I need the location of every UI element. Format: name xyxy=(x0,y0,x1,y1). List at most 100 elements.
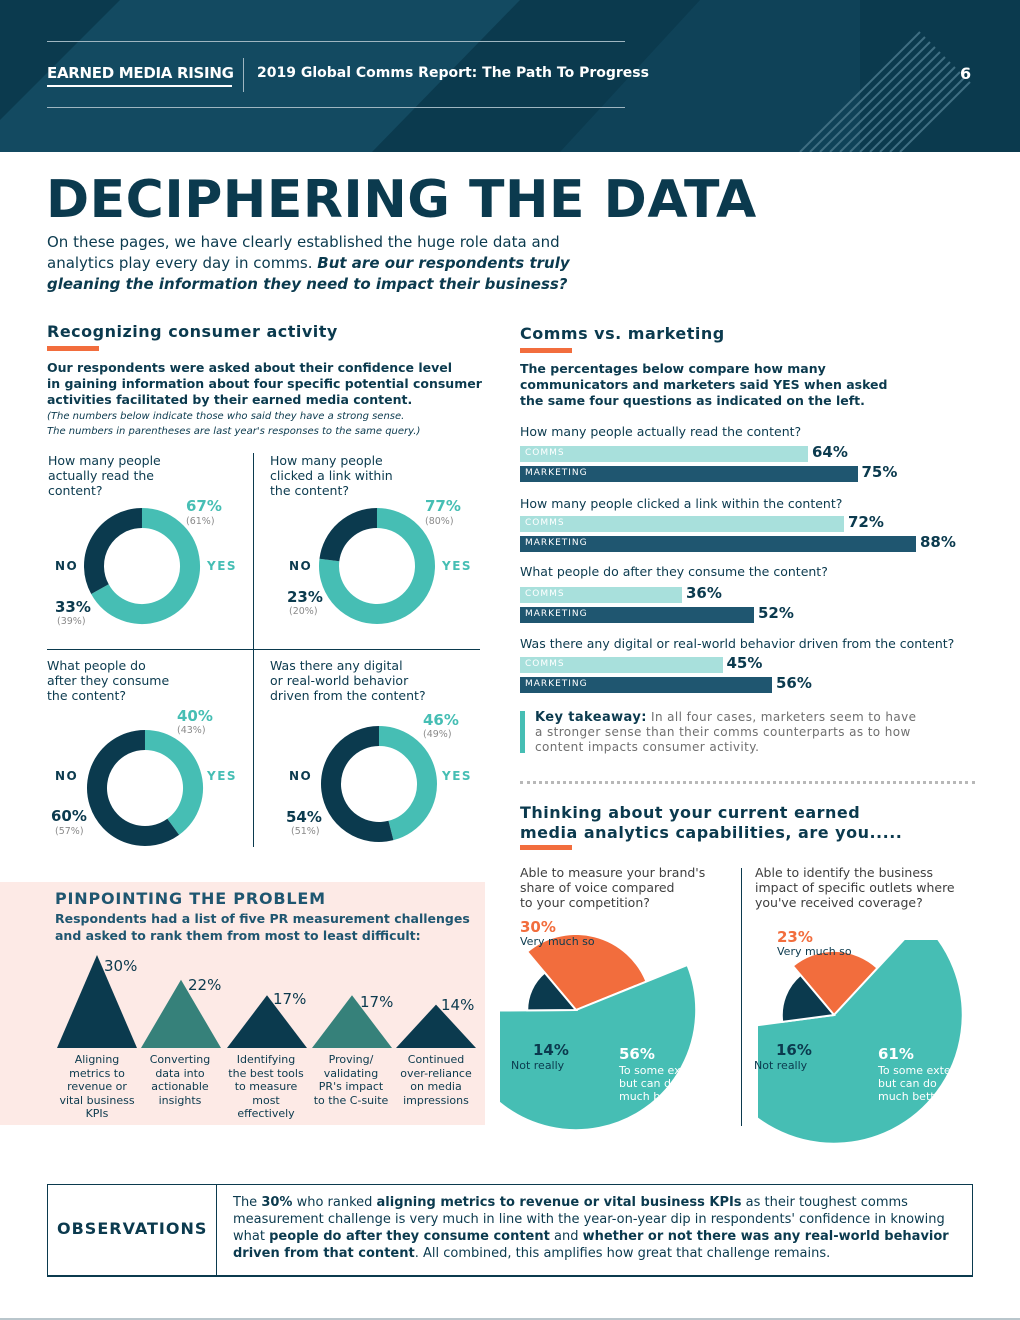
logo: EARNED MEDIA RISING xyxy=(47,64,234,82)
pinpoint-subheading: Respondents had a list of five PR measur… xyxy=(55,910,470,944)
label-line: To some extent, xyxy=(619,1064,707,1077)
question-line: to your competition? xyxy=(520,895,650,910)
yes-label: YES xyxy=(442,769,473,783)
marketing-bar-value: 88% xyxy=(920,533,956,551)
obs-text-part: who ranked xyxy=(292,1195,377,1210)
key-takeaway: Key takeaway: In all four cases, markete… xyxy=(535,710,916,755)
yes-percent: 77% xyxy=(425,497,461,515)
donut-chart-after xyxy=(87,730,203,846)
sub-line: and asked to rank them from most to leas… xyxy=(55,928,421,943)
marketing-bar: MARKETING 88% xyxy=(520,533,956,552)
challenge-triangle xyxy=(312,995,392,1048)
label-line: effectively xyxy=(237,1107,295,1120)
heading-accent-rule xyxy=(47,346,99,351)
very-much-percent: 30% xyxy=(520,918,556,936)
donut-question: Was there any digital or real-world beha… xyxy=(270,658,426,703)
comms-vs-marketing-description: The percentages below compare how many c… xyxy=(520,361,887,409)
label-line: actionable xyxy=(151,1080,209,1093)
comms-bar-label: COMMS xyxy=(525,518,565,528)
yes-label: YES xyxy=(207,559,238,573)
challenge-percent: 17% xyxy=(360,993,394,1011)
comms-bar-label: COMMS xyxy=(525,448,565,458)
consumer-activity-description: Our respondents were asked about their c… xyxy=(47,360,482,408)
pie-not-really-slice xyxy=(780,973,836,1024)
no-previous: (51%) xyxy=(291,826,320,837)
some-extent-label: To some extent, but can do much better xyxy=(878,1064,965,1103)
pinpoint-triangle-chart xyxy=(57,955,476,1048)
consumer-activity-note: (The numbers below indicate those who sa… xyxy=(47,409,420,439)
intro-paragraph: On these pages, we have clearly establis… xyxy=(47,232,607,295)
takeaway-line: Key takeaway: In all four cases, markete… xyxy=(535,710,916,725)
not-really-percent: 14% xyxy=(533,1041,569,1059)
challenge-percent: 17% xyxy=(273,990,307,1008)
comms-bar-value: 45% xyxy=(726,654,763,672)
donut-yes-segment xyxy=(144,730,203,835)
obs-text-part: as their toughest comms measurement chal… xyxy=(233,1195,945,1244)
no-percent: 23% xyxy=(287,588,323,606)
observations-box xyxy=(47,1184,973,1277)
pie-chart-share-of-voice xyxy=(500,935,698,1132)
label-line: on media xyxy=(410,1080,462,1093)
challenge-triangle xyxy=(57,955,137,1048)
takeaway-text: In all four cases, marketers seem to hav… xyxy=(646,710,917,724)
no-label: NO xyxy=(55,769,79,783)
comms-bar-value: 64% xyxy=(812,443,848,461)
pie-not-really-slice xyxy=(526,971,579,1012)
label-line: to measure xyxy=(234,1080,298,1093)
no-previous: (20%) xyxy=(289,606,318,617)
desc-line: in gaining information about four specif… xyxy=(47,376,482,391)
donut-question: How many people actually read the conten… xyxy=(48,453,161,498)
header-rule-top xyxy=(47,41,625,42)
pie-some-extent-slice xyxy=(500,963,698,1132)
question-line: content? xyxy=(48,483,103,498)
analytics-heading: Thinking about your current earned media… xyxy=(520,803,902,843)
header-divider xyxy=(243,58,244,92)
donut-chart-behavior xyxy=(321,726,437,842)
comms-bar-label: COMMS xyxy=(525,589,565,599)
header-rule-bottom xyxy=(47,107,625,108)
pie-divider xyxy=(741,868,742,1126)
no-percent: 54% xyxy=(286,808,322,826)
heading-accent-rule xyxy=(520,348,572,353)
label-line: Identifying xyxy=(236,1053,296,1066)
donut-question: What people do after they consume the co… xyxy=(47,658,169,703)
yes-previous: (61%) xyxy=(186,516,215,527)
donut-no-segment xyxy=(319,508,378,562)
very-much-label: Very much so xyxy=(520,935,595,948)
question-line: impact of specific outlets where xyxy=(755,880,955,895)
obs-text-part: and xyxy=(549,1229,583,1244)
obs-emphasis: aligning metrics to revenue or vital bus… xyxy=(376,1195,742,1210)
question-line: Was there any digital xyxy=(270,658,403,673)
some-extent-percent: 61% xyxy=(878,1045,914,1063)
not-really-percent: 16% xyxy=(776,1041,812,1059)
yes-percent: 40% xyxy=(177,707,213,725)
donut-chart-clicked xyxy=(319,508,435,624)
observations-label: OBSERVATIONS xyxy=(57,1219,208,1238)
yes-previous: (49%) xyxy=(423,729,452,740)
no-percent: 33% xyxy=(55,598,91,616)
label-line: much better xyxy=(619,1090,687,1103)
question-line: driven from the content? xyxy=(270,688,426,703)
not-really-label: Not really xyxy=(754,1059,808,1072)
question-line: What people do xyxy=(47,658,146,673)
bar-question: How many people actually read the conten… xyxy=(520,424,802,439)
question-line: actually read the xyxy=(48,468,154,483)
consumer-activity-heading: Recognizing consumer activity xyxy=(47,322,338,341)
challenge-percent: 14% xyxy=(441,996,475,1014)
label-line: KPIs xyxy=(85,1107,109,1120)
observations-text: The 30% who ranked aligning metrics to r… xyxy=(233,1194,968,1262)
label-line: validating xyxy=(323,1066,379,1080)
label-line: Continued xyxy=(407,1053,465,1066)
bar-question: How many people clicked a link within th… xyxy=(520,496,843,511)
some-extent-label: To some extent, but can do much better xyxy=(619,1064,706,1103)
marketing-bar-label: MARKETING xyxy=(525,468,588,478)
dotted-separator xyxy=(520,781,975,784)
obs-emphasis: people do after they consume content xyxy=(269,1229,550,1244)
question-line: clicked a link within xyxy=(270,468,393,483)
note-line: The numbers in parentheses are last year… xyxy=(47,426,421,437)
question-line: How many people xyxy=(270,453,383,468)
challenge-label: Continued over-reliance on media impression… xyxy=(391,1053,481,1107)
desc-line: Our respondents were asked about their c… xyxy=(47,360,453,375)
yes-label: YES xyxy=(207,769,238,783)
challenge-label: Identifying the best tools to measure most e… xyxy=(221,1053,311,1121)
